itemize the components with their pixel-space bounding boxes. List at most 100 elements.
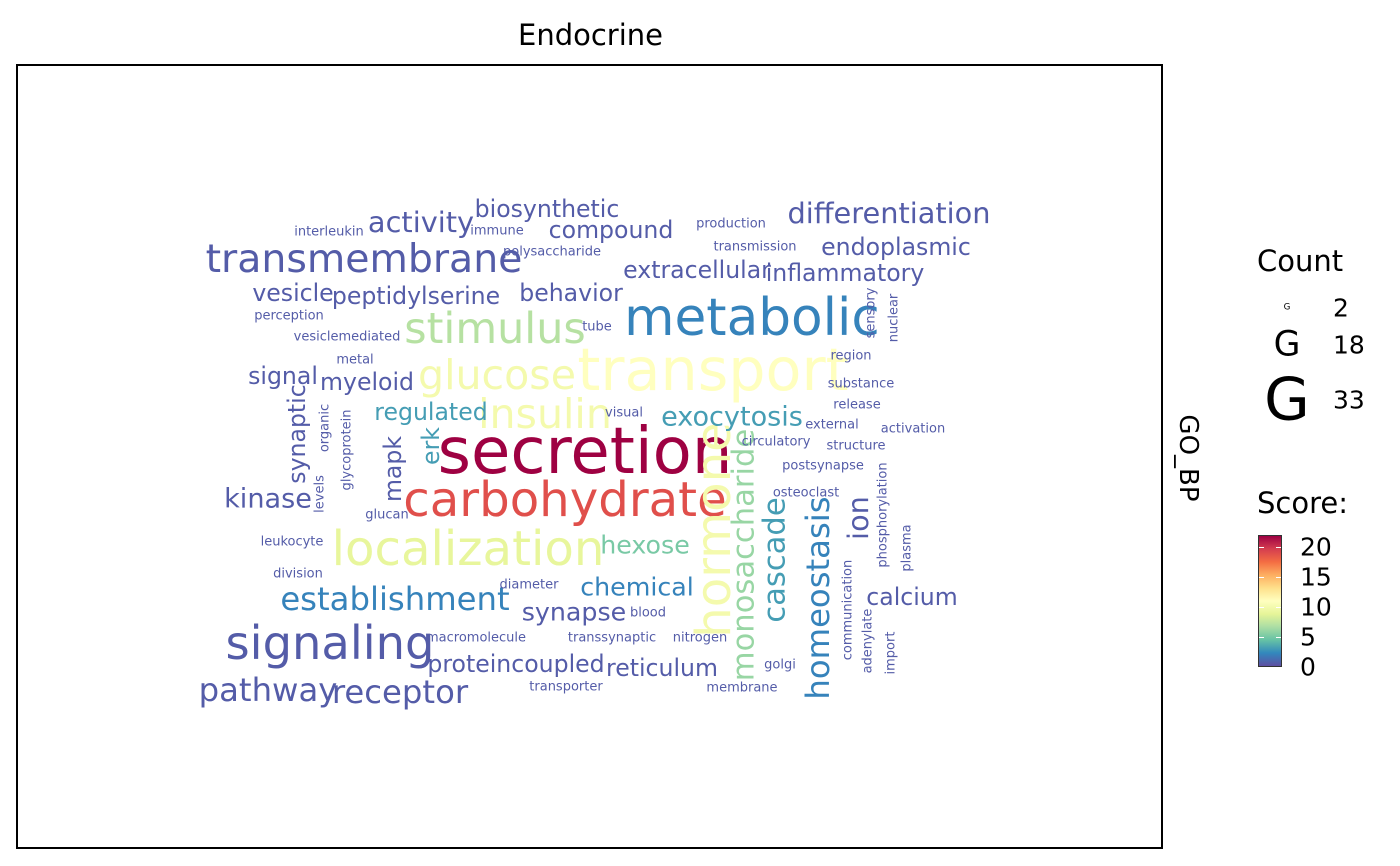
score-tick-label: 5: [1300, 622, 1316, 652]
word-plasma: plasma: [900, 524, 915, 571]
word-ion: ion: [841, 496, 875, 540]
score-tick-mark: [1276, 547, 1281, 548]
word-region: region: [830, 349, 871, 364]
score-tick-mark: [1276, 667, 1281, 668]
word-homeostasis: homeostasis: [799, 496, 837, 699]
word-interleukin: interleukin: [294, 225, 364, 240]
plot-panel: [16, 64, 1163, 849]
word-signaling: signaling: [226, 616, 435, 670]
word-nitrogen: nitrogen: [673, 631, 727, 646]
word-chemical: chemical: [580, 573, 694, 602]
word-erk: erk: [417, 427, 445, 465]
word-production: production: [696, 217, 766, 232]
facet-strip-label: GO_BP: [1173, 414, 1203, 502]
word-endoplasmic: endoplasmic: [821, 233, 971, 261]
word-biosynthetic: biosynthetic: [475, 195, 620, 223]
word-perception: perception: [254, 309, 324, 324]
word-phosphorylation: phosphorylation: [876, 462, 891, 567]
word-glucose: glucose: [418, 351, 576, 399]
score-tick-mark: [1276, 577, 1281, 578]
count-legend-title: Count: [1257, 244, 1344, 278]
word-compound: compound: [549, 216, 674, 244]
word-glycoprotein: glycoprotein: [340, 410, 355, 491]
word-postsynapse: postsynapse: [782, 459, 864, 474]
word-substance: substance: [828, 377, 895, 392]
word-division: division: [273, 567, 323, 582]
word-localization: localization: [332, 521, 605, 577]
score-tick-label: 20: [1300, 532, 1332, 562]
word-membrane: membrane: [706, 681, 777, 696]
word-stimulus: stimulus: [404, 304, 586, 354]
word-signal: signal: [248, 362, 318, 390]
word-cascade: cascade: [758, 497, 793, 622]
word-hexose: hexose: [600, 531, 690, 560]
word-monosaccharide: monosaccharide: [727, 429, 762, 681]
word-inflammatory: inflammatory: [766, 259, 925, 287]
word-myeloid: myeloid: [320, 368, 414, 396]
word-diameter: diameter: [500, 578, 560, 593]
count-key-glyph: G: [1283, 302, 1291, 313]
word-release: release: [833, 398, 880, 413]
score-tick-mark: [1259, 577, 1264, 578]
score-tick-label: 10: [1300, 592, 1332, 622]
count-key-glyph: G: [1273, 324, 1301, 365]
score-colorbar: [1258, 535, 1282, 667]
word-communication: communication: [841, 560, 856, 661]
word-adenylate: adenylate: [861, 609, 876, 674]
word-immune: immune: [470, 224, 523, 239]
word-macromolecule: macromolecule: [426, 631, 526, 646]
word-vesicle: vesicle: [252, 279, 333, 307]
word-import: import: [884, 632, 899, 675]
word-extracellular: extracellular: [623, 256, 771, 284]
word-blood: blood: [630, 606, 666, 621]
word-golgi: golgi: [764, 658, 796, 673]
score-tick-mark: [1276, 607, 1281, 608]
word-sensory: sensory: [864, 287, 879, 338]
score-tick-mark: [1259, 637, 1264, 638]
word-mapk: mapk: [379, 436, 407, 502]
word-exocytosis: exocytosis: [661, 402, 803, 433]
word-vesiclemediated: vesiclemediated: [294, 330, 401, 345]
word-activity: activity: [368, 205, 474, 239]
word-regulated: regulated: [374, 398, 487, 426]
word-kinase: kinase: [224, 484, 312, 515]
word-synapse: synapse: [522, 598, 627, 627]
word-pathway: pathway: [199, 671, 338, 709]
word-transport: transport: [577, 336, 848, 404]
word-synaptic: synaptic: [283, 384, 311, 483]
word-circulatory: circulatory: [742, 435, 811, 450]
chart-title: Endocrine: [518, 18, 663, 52]
word-transsynaptic: transsynaptic: [568, 631, 656, 646]
word-metal: metal: [336, 353, 373, 368]
word-structure: structure: [827, 439, 886, 454]
word-activation: activation: [881, 422, 945, 437]
word-peptidylserine: peptidylserine: [332, 282, 500, 310]
word-differentiation: differentiation: [787, 196, 990, 230]
word-hormone: hormone: [686, 422, 742, 638]
score-tick-mark: [1259, 547, 1264, 548]
word-insulin: insulin: [478, 390, 612, 438]
word-carbohydrate: carbohydrate: [403, 472, 726, 528]
count-key-label: 33: [1333, 385, 1365, 415]
word-tube: tube: [582, 320, 612, 335]
word-proteincoupled: proteincoupled: [427, 650, 604, 678]
word-transmission: transmission: [713, 240, 796, 255]
word-establishment: establishment: [280, 580, 509, 618]
score-tick-mark: [1276, 637, 1281, 638]
word-polysaccharide: polysaccharide: [503, 245, 601, 260]
word-levels: levels: [313, 475, 328, 513]
word-metabolic: metabolic: [624, 288, 880, 348]
word-visual: visual: [605, 406, 643, 421]
count-key-glyph: G: [1264, 364, 1310, 434]
score-tick-label: 15: [1300, 562, 1332, 592]
word-behavior: behavior: [519, 279, 623, 307]
word-reticulum: reticulum: [606, 654, 718, 682]
score-tick-mark: [1259, 667, 1264, 668]
count-key-label: 18: [1333, 330, 1365, 360]
score-tick-mark: [1259, 607, 1264, 608]
word-external: external: [805, 418, 859, 433]
word-transporter: transporter: [529, 680, 603, 695]
word-osteoclast: osteoclast: [773, 486, 839, 501]
word-transmembrane: transmembrane: [206, 236, 523, 282]
